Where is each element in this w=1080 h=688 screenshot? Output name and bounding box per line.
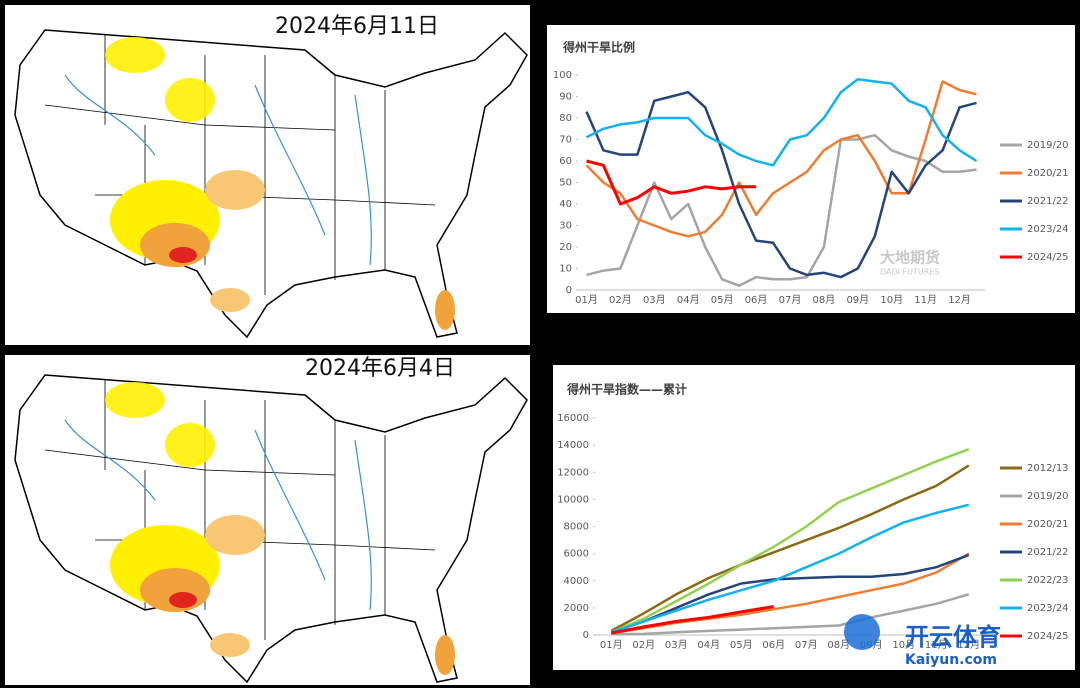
x-tick-label: 10月: [880, 294, 903, 306]
y-tick-label: 60: [559, 156, 572, 167]
legend-label: 2024/25: [1027, 631, 1069, 642]
legend-label: 2020/21: [1027, 519, 1069, 530]
legend-label: 2021/22: [1027, 196, 1069, 207]
series-line: [585, 78, 978, 167]
y-tick-label: 10: [559, 264, 572, 275]
y-tick-label: 90: [559, 92, 572, 103]
watermark: 大地期货: [880, 249, 940, 267]
y-tick-label: 30: [559, 221, 572, 232]
x-tick-label: 01月: [575, 294, 598, 306]
x-tick-label: 12月: [957, 639, 980, 651]
legend-label: 2019/20: [1027, 140, 1069, 151]
x-tick-label: 03月: [665, 639, 688, 651]
x-tick-label: 04月: [677, 294, 700, 306]
x-tick-label: 11月: [914, 294, 937, 306]
series-line: [585, 80, 977, 238]
x-tick-label: 07月: [795, 639, 818, 651]
series-line: [586, 159, 757, 206]
legend-label: 2022/23: [1027, 575, 1069, 586]
x-tick-label: 05月: [730, 639, 753, 651]
legend-label: 2012/13: [1027, 463, 1069, 474]
x-tick-label: 08月: [813, 294, 836, 306]
y-tick-label: 50: [559, 178, 572, 189]
chart-panel: [547, 25, 1075, 313]
y-tick-label: 10000: [557, 494, 589, 505]
x-tick-label: 04月: [697, 639, 720, 651]
y-tick-label: 6000: [564, 549, 589, 560]
legend-label: 2021/22: [1027, 547, 1069, 558]
y-tick-label: 80: [559, 113, 572, 124]
y-tick-label: 4000: [564, 576, 589, 587]
map-title: 2024年6月11日: [275, 14, 439, 39]
watermark-url: Kaiyun.com: [905, 652, 997, 668]
y-tick-label: 0: [566, 285, 572, 296]
x-tick-label: 06月: [745, 294, 768, 306]
logo: [844, 614, 880, 650]
legend-label: 2019/20: [1027, 491, 1069, 502]
legend-label: 2020/21: [1027, 168, 1069, 179]
series-line: [611, 593, 970, 636]
map-title: 2024年6月4日: [305, 356, 455, 381]
y-tick-label: 70: [559, 135, 572, 146]
y-tick-label: 100: [553, 70, 572, 81]
chart-title: 得州干旱指数——累计: [566, 382, 687, 397]
x-tick-label: 11月: [925, 639, 948, 651]
y-tick-label: 8000: [564, 522, 589, 533]
y-tick-label: 40: [559, 199, 572, 210]
x-tick-label: 01月: [600, 639, 623, 651]
watermark: DADI FUTURES: [880, 268, 939, 277]
x-tick-label: 06月: [762, 639, 785, 651]
x-tick-label: 03月: [643, 294, 666, 306]
y-tick-label: 2000: [564, 603, 589, 614]
series-line: [610, 503, 970, 634]
series-line: [611, 605, 775, 635]
x-tick-label: 02月: [609, 294, 632, 306]
x-tick-label: 02月: [632, 639, 655, 651]
x-tick-label: 05月: [711, 294, 734, 306]
x-tick-label: 12月: [948, 294, 971, 306]
chart-title: 得州干旱比例: [562, 40, 635, 55]
legend-label: 2024/25: [1027, 252, 1069, 263]
x-tick-label: 08月: [827, 639, 850, 651]
series-line: [610, 553, 970, 634]
y-tick-label: 12000: [557, 467, 589, 478]
x-tick-label: 10月: [892, 639, 915, 651]
y-tick-label: 20: [559, 242, 572, 253]
series-line: [610, 448, 970, 634]
legend-label: 2023/24: [1027, 603, 1069, 614]
x-tick-label: 09月: [846, 294, 869, 306]
y-tick-label: 14000: [557, 440, 589, 451]
series-line: [610, 464, 970, 632]
y-tick-label: 0: [583, 630, 589, 641]
x-tick-label: 07月: [779, 294, 802, 306]
series-line: [585, 90, 977, 279]
y-tick-label: 16000: [557, 413, 589, 424]
watermark-brand: 开云体育: [905, 623, 1001, 651]
legend-label: 2023/24: [1027, 224, 1069, 235]
